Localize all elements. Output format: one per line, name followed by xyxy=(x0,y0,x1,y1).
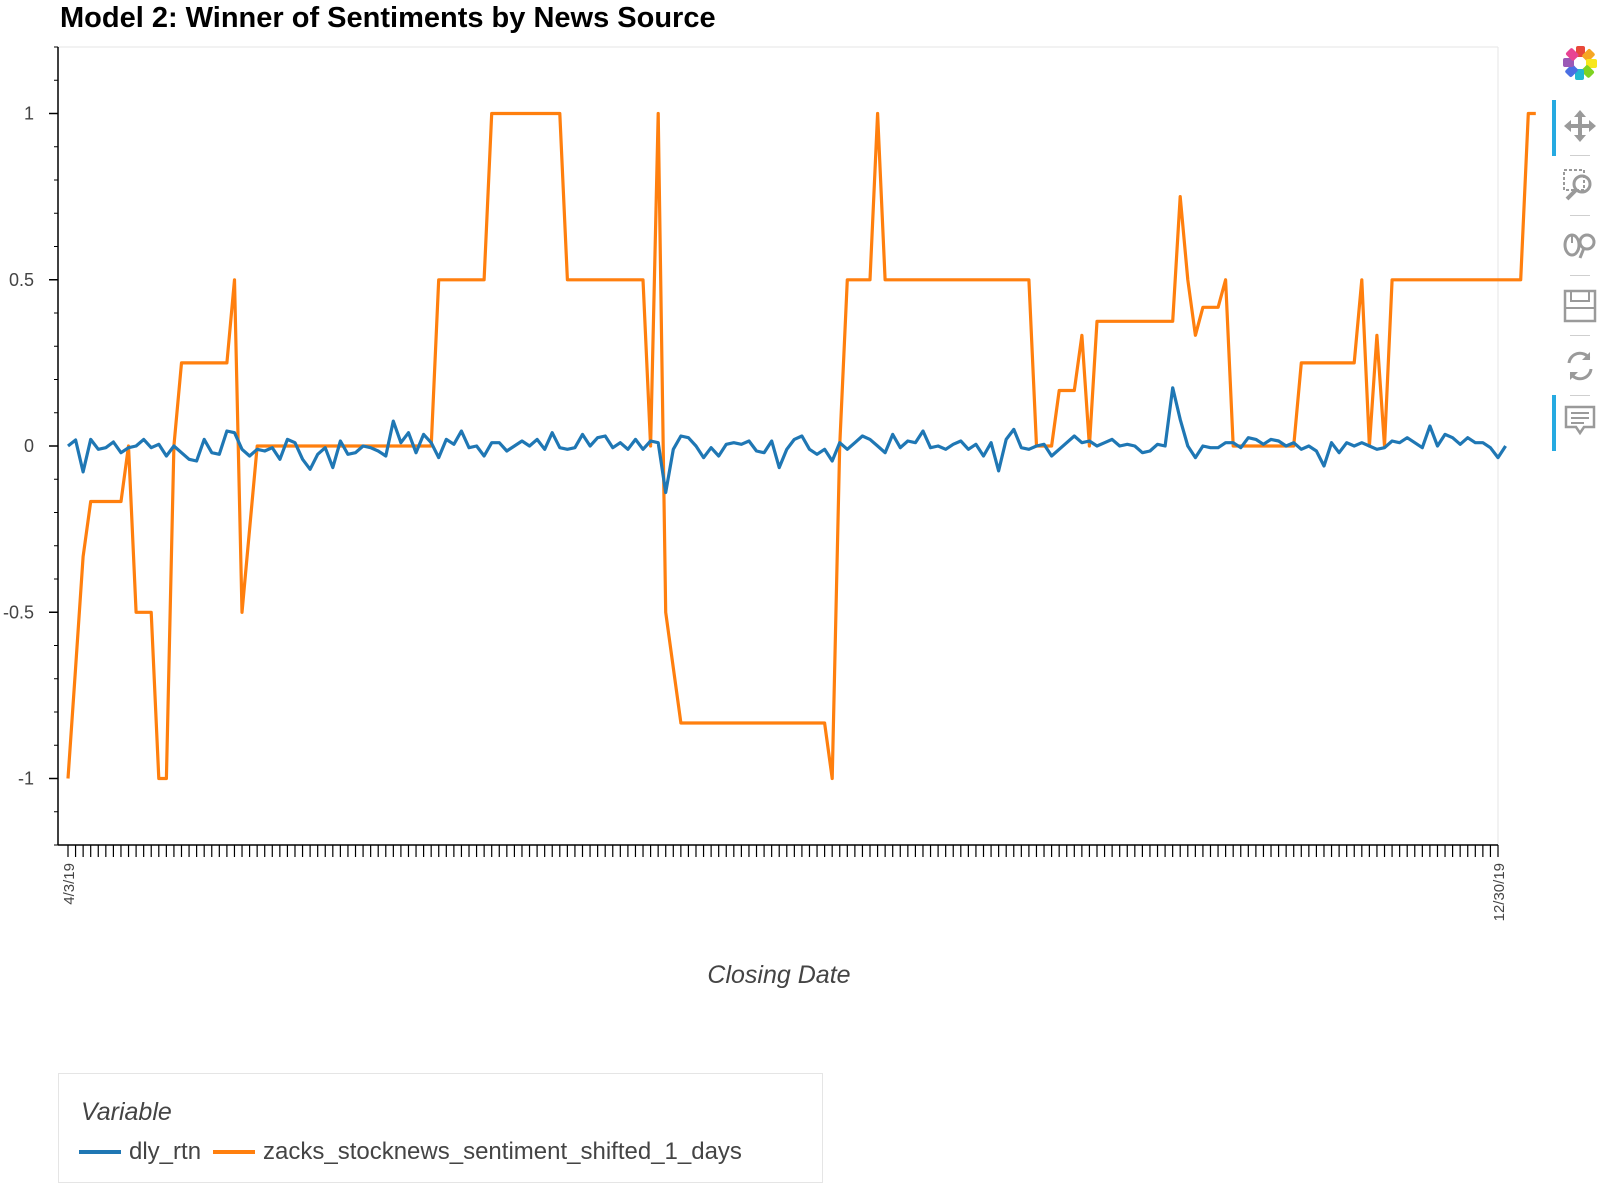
series-zacks_stocknews_sentiment_shifted_1_days xyxy=(66,111,1536,781)
save-tool[interactable] xyxy=(1556,280,1604,336)
x-axis: 4/3/19 12/30/19 xyxy=(58,844,1508,921)
toolbar-separator xyxy=(1570,335,1590,336)
box-zoom-icon xyxy=(1562,168,1598,209)
pan-tool[interactable] xyxy=(1552,100,1604,156)
toolbar xyxy=(1552,40,1604,480)
hover-icon xyxy=(1562,403,1598,444)
y-tick-label: 0.5 xyxy=(9,270,34,290)
x-tick-label: 4/3/19 xyxy=(61,863,78,905)
legend-label: zacks_stocknews_sentiment_shifted_1_days xyxy=(263,1138,742,1165)
y-tick-label: 0 xyxy=(24,436,34,456)
series-line xyxy=(66,111,1536,781)
x-tick-label: 12/30/19 xyxy=(1491,863,1508,921)
toolbar-separator xyxy=(1570,215,1590,216)
chart-title: Model 2: Winner of Sentiments by News So… xyxy=(60,2,716,34)
wheel-zoom-tool[interactable] xyxy=(1556,220,1604,276)
hover-tool[interactable] xyxy=(1552,395,1604,451)
box-zoom-tool[interactable] xyxy=(1556,160,1604,216)
pan-icon xyxy=(1562,108,1598,149)
y-tick-label: -0.5 xyxy=(3,602,34,622)
wheel-zoom-icon xyxy=(1562,228,1598,269)
legend-label: dly_rtn xyxy=(129,1138,202,1165)
legend-title: Variable xyxy=(81,1098,172,1126)
y-axis: -1 -0.5 0 0.5 1 xyxy=(3,46,59,846)
legend-item-zacks-sentiment[interactable]: zacks_stocknews_sentiment_shifted_1_days xyxy=(213,1138,742,1166)
active-tool-indicator xyxy=(1552,100,1556,156)
bokeh-logo-tool[interactable] xyxy=(1556,40,1604,90)
y-tick-label: 1 xyxy=(24,104,34,124)
reset-tool[interactable] xyxy=(1556,340,1604,396)
active-tool-indicator xyxy=(1552,395,1556,451)
legend: Variable dly_rtn zacks_stocknews_sentime… xyxy=(58,1073,823,1183)
series-dly_rtn xyxy=(67,386,1507,495)
plot-frame xyxy=(58,46,1499,845)
legend-item-dly-rtn[interactable]: dly_rtn xyxy=(79,1138,201,1166)
reset-icon xyxy=(1562,348,1598,389)
x-axis-label: Closing Date xyxy=(707,961,850,989)
legend-swatch xyxy=(79,1150,121,1154)
save-icon xyxy=(1562,288,1598,329)
bokeh-logo-icon xyxy=(1561,44,1599,87)
toolbar-separator xyxy=(1570,275,1590,276)
line-chart[interactable]: -1 -0.5 0 0.5 1 4/3/19 12/30/19 Closing Date xyxy=(0,0,1556,1000)
toolbar-separator xyxy=(1570,395,1590,396)
toolbar-separator xyxy=(1570,155,1590,156)
series-layer xyxy=(66,111,1536,781)
series-line xyxy=(67,386,1507,495)
legend-swatch xyxy=(213,1150,255,1154)
y-tick-label: -1 xyxy=(18,769,34,789)
